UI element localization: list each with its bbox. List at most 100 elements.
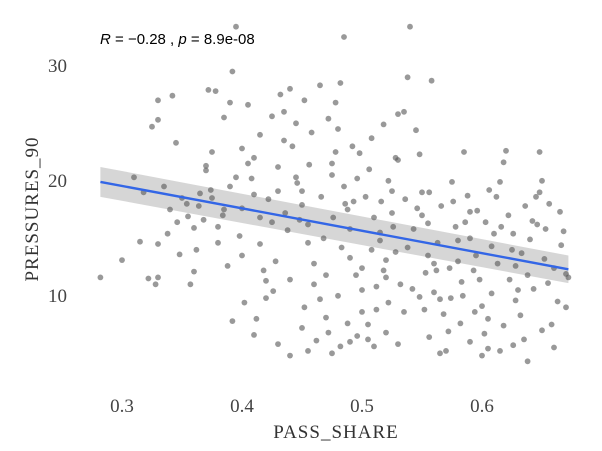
data-point [407,23,413,30]
data-point [395,341,401,347]
data-point [467,208,473,215]
data-point [269,113,275,120]
data-point [378,198,385,205]
data-point [224,263,231,269]
data-point [437,296,443,303]
data-point [390,223,397,230]
data-point [354,175,361,182]
data-point [497,179,503,185]
data-point [97,274,104,281]
data-point [257,214,263,221]
data-point [462,219,469,226]
data-point [152,281,159,288]
x-tick-label: 0.4 [230,396,254,417]
data-point [397,281,404,288]
data-point [155,97,161,104]
data-point [265,196,272,203]
data-point [498,223,505,230]
data-point [149,123,155,130]
data-point [383,274,389,281]
data-point [311,281,317,288]
regression-line [100,180,569,271]
data-point [219,212,226,219]
data-point [294,180,301,186]
data-point [137,238,143,245]
data-point [404,244,411,251]
data-point [368,246,375,253]
data-point [287,352,293,359]
data-point [164,230,171,237]
data-point [318,193,325,200]
p-value: = 8.9e-08 [187,31,255,48]
data-point [263,277,269,284]
data-point [401,309,407,315]
data-point [287,85,293,92]
data-point [187,281,194,288]
data-point [554,298,561,305]
data-point [437,350,443,357]
data-point [275,164,281,170]
data-point [431,289,437,296]
data-point [512,297,519,304]
data-point [293,174,299,181]
data-point [389,210,395,216]
data-point [422,269,429,276]
data-point [332,149,339,155]
data-point [524,272,531,278]
data-point [404,74,411,81]
regression-line-layer [100,180,569,271]
data-point [155,274,161,281]
data-point [239,252,245,259]
data-point [293,120,299,127]
data-point [260,267,267,274]
data-point [248,175,255,182]
data-point [167,206,173,213]
data-point [371,214,377,221]
data-point [245,101,251,108]
data-point [323,272,329,278]
data-point [446,265,453,271]
data-point [161,183,167,190]
y-tick-label: 20 [48,171,67,192]
data-point [505,212,512,219]
data-point [344,206,351,213]
data-point [349,143,356,150]
data-point [548,321,555,328]
data-point [536,189,543,196]
data-point [485,345,491,352]
data-point [350,198,357,205]
data-point [270,288,277,294]
data-point [428,77,435,84]
x-axis-ticks: 0.3 0.4 0.5 0.6 [110,396,494,417]
data-point [282,210,289,216]
data-point [301,304,308,311]
data-point [227,99,233,106]
data-point [325,329,332,336]
data-point [257,241,263,247]
data-point [494,260,501,267]
r-variable: R [100,31,111,48]
data-point [385,177,392,184]
points-layer [97,23,572,365]
data-point [205,87,212,93]
data-point [419,212,425,219]
data-point [155,241,161,247]
data-point [431,260,437,267]
data-point [392,249,399,255]
data-point [421,306,428,313]
data-point [308,129,315,136]
data-point [359,287,365,293]
data-point [337,80,344,86]
data-point [467,338,473,345]
data-point [457,320,464,327]
data-point [416,151,423,158]
data-point [527,236,533,243]
data-point [354,333,361,339]
x-tick-label: 0.3 [110,396,134,417]
data-point [449,179,455,185]
data-point [491,230,497,237]
data-point [353,272,359,278]
data-point [269,219,275,226]
data-point [299,202,305,208]
